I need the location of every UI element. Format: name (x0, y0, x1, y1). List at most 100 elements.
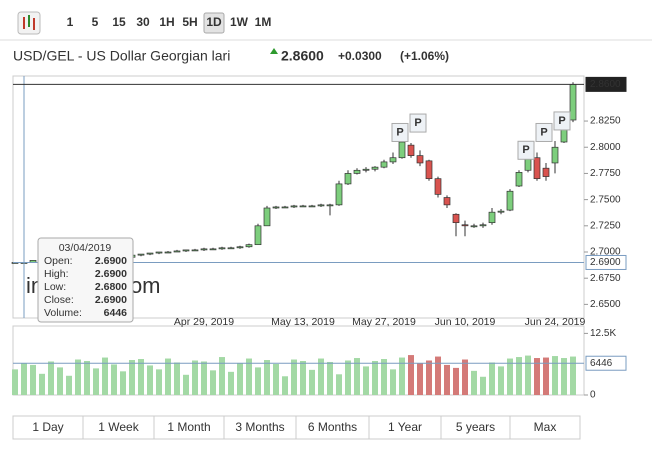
volume-bar (426, 360, 432, 395)
volume-bar (120, 371, 126, 395)
y-tick-label: 2.8250 (590, 116, 621, 127)
marker[interactable]: P (396, 126, 403, 138)
candle-body (389, 157, 397, 163)
range-label[interactable]: 3 Months (235, 420, 284, 434)
volume-bar (309, 369, 315, 395)
interval-button[interactable]: 1 (67, 15, 74, 29)
volume-bar (498, 366, 504, 395)
y-tick-label: 2.8000 (590, 142, 621, 153)
candle-body (569, 84, 577, 121)
range-button[interactable] (509, 415, 581, 440)
interval-button[interactable]: 1M (255, 15, 272, 29)
interval-button[interactable]: 30 (136, 15, 150, 29)
volume-bar (354, 358, 360, 395)
volume-bar (192, 360, 198, 395)
x-tick-label: Apr 29, 2019 (174, 316, 234, 328)
interval-button[interactable]: 5 (92, 15, 99, 29)
marker[interactable]: P (414, 117, 421, 129)
marker-box[interactable] (517, 140, 535, 160)
volume-bar (210, 370, 216, 395)
candle-body (263, 207, 271, 227)
marker-box[interactable] (409, 113, 427, 133)
interval-button[interactable]: 1W (230, 15, 249, 29)
interval-button[interactable]: 1D (206, 15, 222, 29)
volume-bar (84, 360, 90, 395)
candle-body (398, 141, 406, 159)
volume-bar (480, 376, 486, 395)
candle-body (299, 205, 307, 208)
candle-body (551, 146, 559, 164)
volume-bar (183, 374, 189, 395)
volume-bar (489, 362, 495, 395)
y-tick-label: 2.7000 (590, 247, 621, 258)
volume-label-box (585, 355, 627, 371)
volume-bar (561, 358, 567, 395)
y-tick-label: 2.6750 (590, 273, 621, 284)
price-label-box (585, 76, 627, 92)
candle-body (335, 183, 343, 206)
range-label[interactable]: 6 Months (308, 420, 357, 434)
volume-bar (570, 356, 576, 395)
x-tick-label: May 13, 2019 (271, 316, 335, 328)
volume-bar (48, 361, 54, 395)
volume-bar (201, 361, 207, 395)
candle-body (371, 166, 379, 170)
range-label[interactable]: 1 Month (167, 420, 210, 434)
volume-bar (417, 363, 423, 395)
candle-body (425, 160, 433, 180)
tooltip-value: 6446 (104, 307, 128, 319)
marker[interactable]: P (540, 126, 547, 138)
y2-tick-label: 0 (590, 390, 596, 401)
marker-box[interactable] (553, 111, 571, 131)
volume-bar (12, 369, 18, 395)
range-label[interactable]: 1 Week (98, 420, 139, 434)
volume-bar (228, 371, 234, 395)
range-label[interactable]: Max (534, 420, 557, 434)
interval-button[interactable]: 5H (182, 15, 197, 29)
volume-bar (390, 369, 396, 395)
interval-button[interactable]: 15 (112, 15, 126, 29)
volume-frame (12, 325, 585, 396)
candle-body (506, 190, 514, 211)
range-label[interactable]: 5 years (456, 420, 495, 434)
candle-body (434, 178, 442, 195)
change: +0.0300 (338, 49, 382, 63)
volume-bar (345, 360, 351, 395)
price: 2.8600 (281, 48, 324, 64)
price-label-box (585, 254, 627, 270)
candle-body (443, 197, 451, 206)
candle-body (290, 205, 298, 208)
tooltip-value: 2.6900 (95, 294, 127, 306)
y2-tick-label: 12.5K (590, 328, 616, 339)
candle-body (515, 172, 523, 187)
volume-bar (165, 358, 171, 395)
volume-bar (399, 357, 405, 395)
volume-bar (156, 369, 162, 395)
y-tick-label: 2.7500 (590, 194, 621, 205)
tooltip-date: 03/04/2019 (59, 242, 112, 254)
candle-body (452, 213, 460, 224)
marker[interactable]: P (558, 115, 565, 127)
tooltip-label: Close: (44, 294, 74, 306)
range-label[interactable]: 1 Day (32, 420, 63, 434)
volume-bar (543, 357, 549, 395)
volume-bar (300, 360, 306, 395)
volume-bar (318, 358, 324, 395)
x-tick-label: Jun 10, 2019 (435, 316, 496, 328)
change-percent: (+1.06%) (400, 49, 449, 63)
range-label[interactable]: 1 Year (388, 420, 422, 434)
candle-body (416, 155, 424, 164)
volume-bar (291, 359, 297, 395)
volume-bar (273, 363, 279, 395)
marker[interactable]: P (522, 144, 529, 156)
marker-box[interactable] (535, 122, 553, 142)
volume-label: 6446 (590, 358, 613, 369)
interval-button[interactable]: 1H (159, 15, 174, 29)
volume-bar (471, 370, 477, 395)
candle-body (461, 224, 469, 227)
marker-box[interactable] (391, 122, 409, 142)
volume-bar (507, 358, 513, 395)
volume-bar (147, 365, 153, 395)
volume-bar (30, 364, 36, 395)
